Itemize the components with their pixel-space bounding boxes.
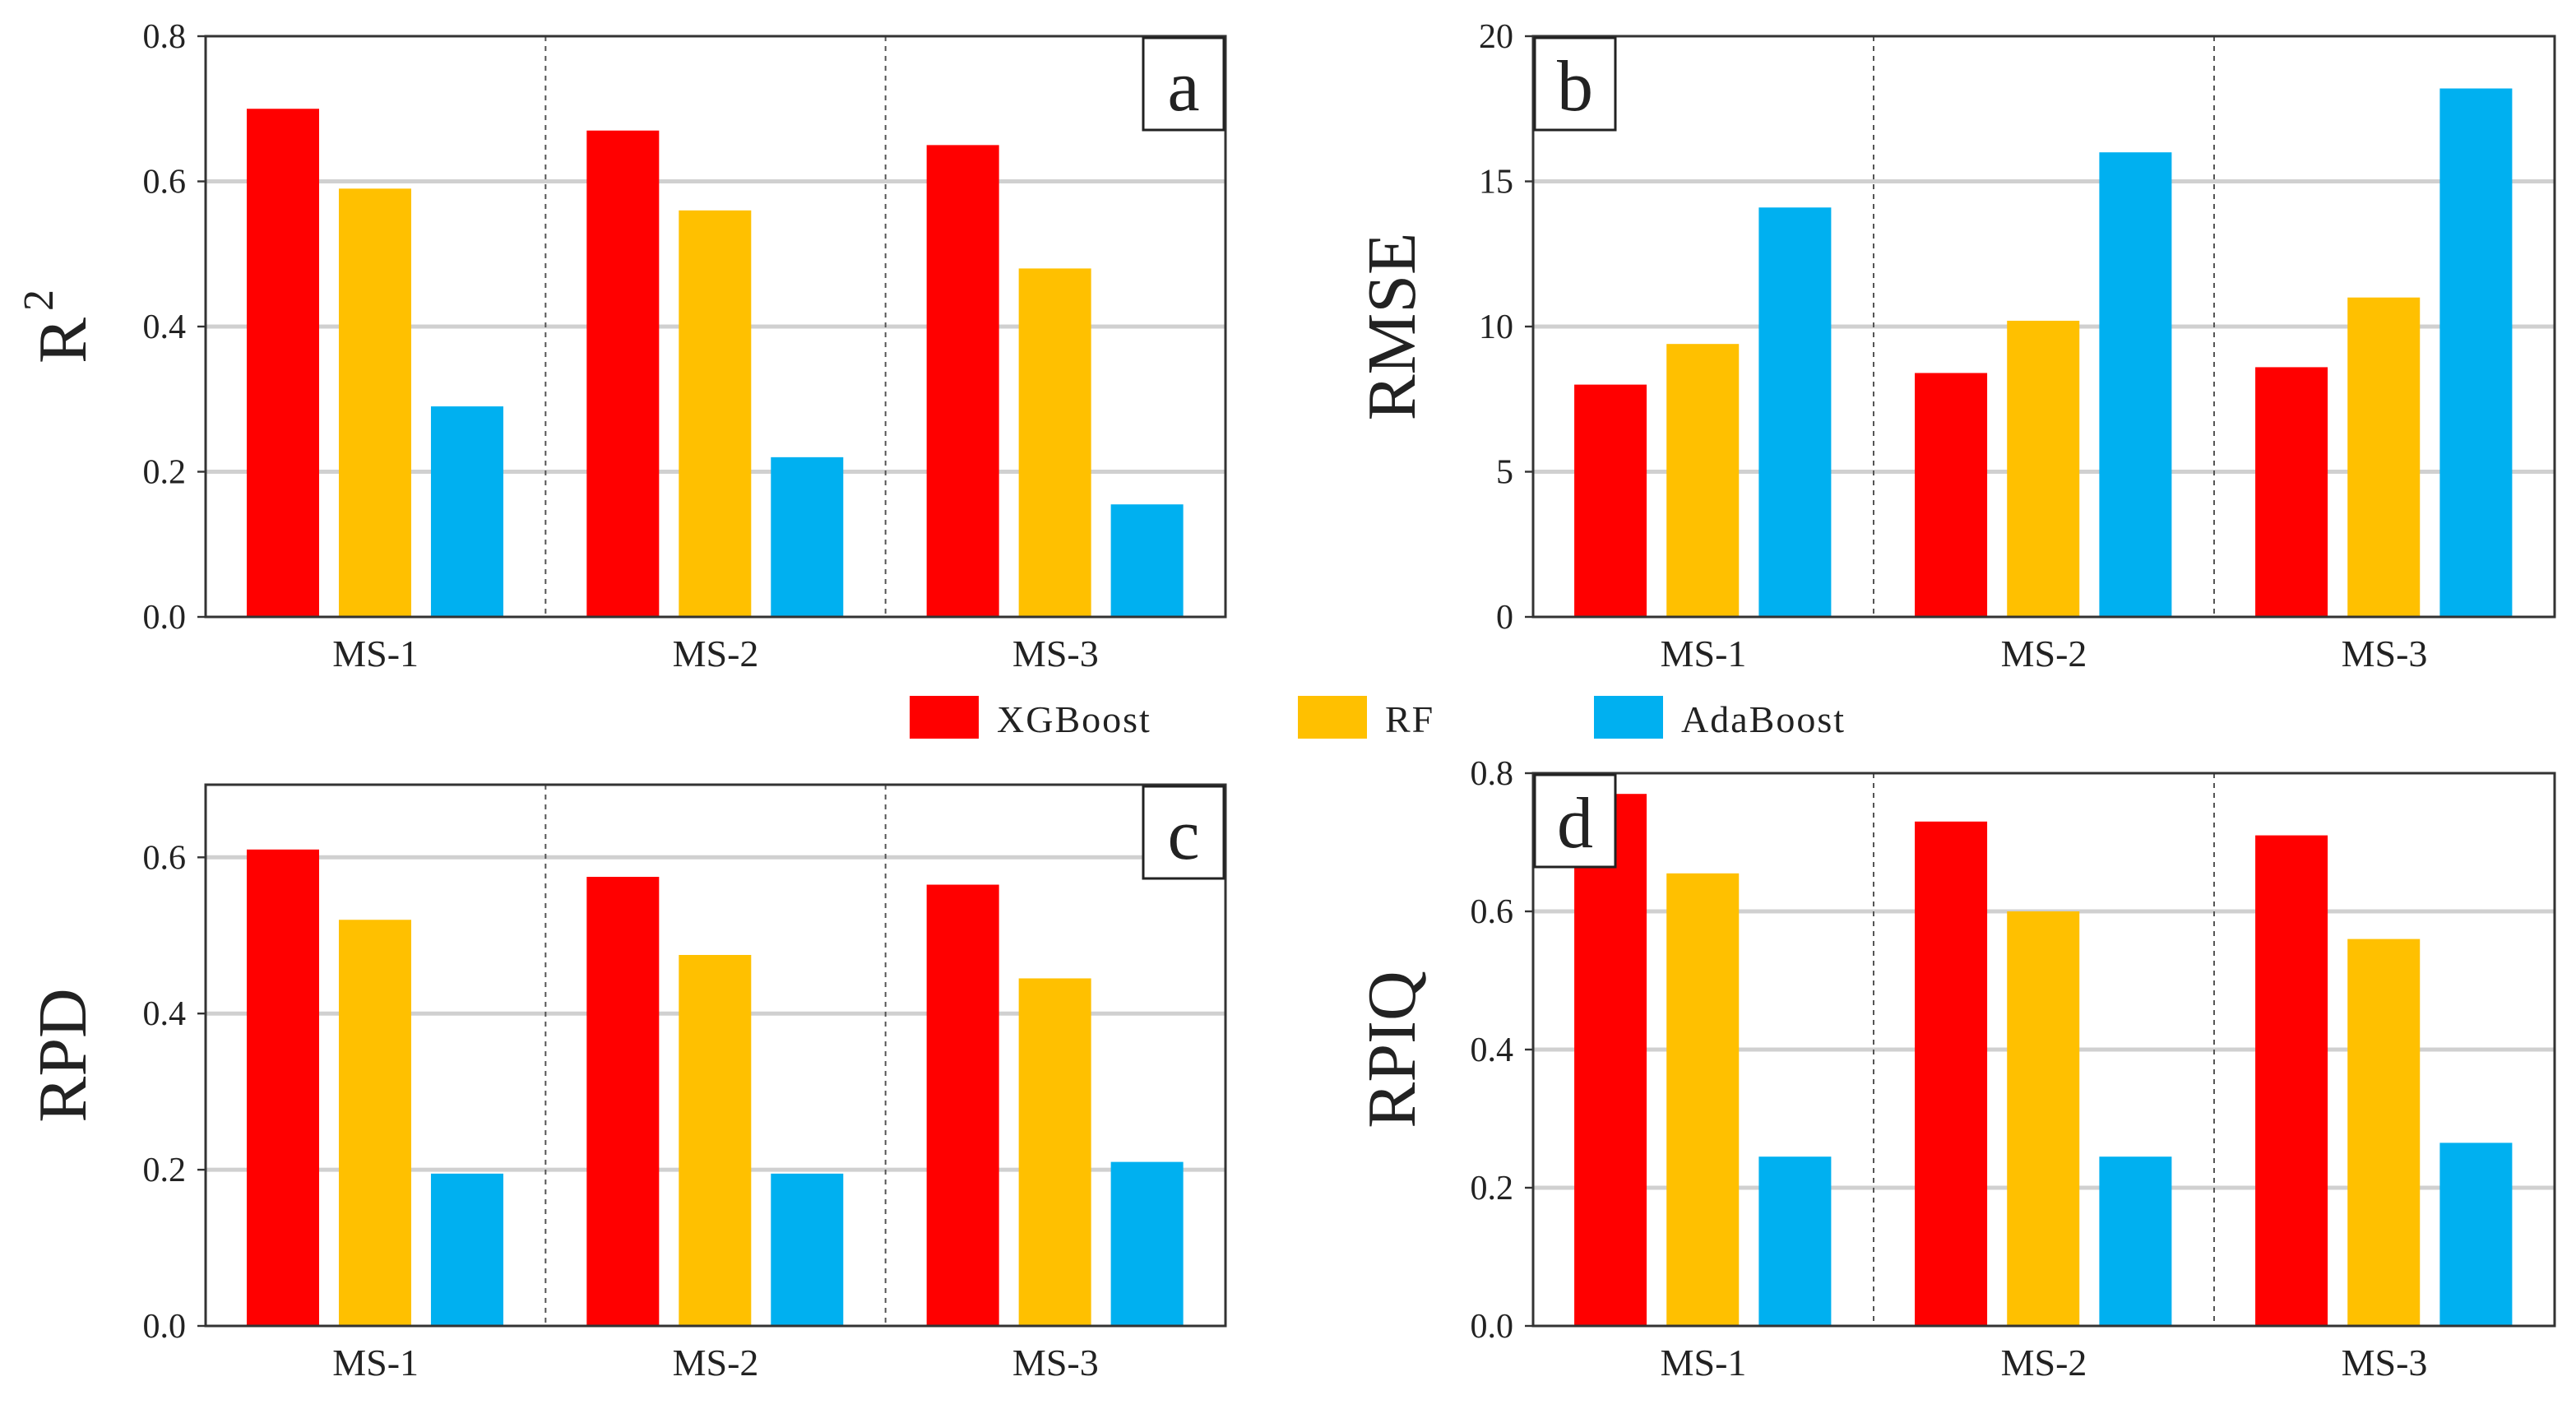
- y-tick-label: 0.0: [143, 599, 187, 637]
- bar-XGBoost-MS-3: [926, 145, 999, 617]
- bar-AdaBoost-MS-1: [1758, 1156, 1832, 1326]
- bar-XGBoost-MS-2: [586, 130, 660, 618]
- y-tick-label: 10: [1479, 308, 1513, 346]
- x-tick-label: MS-1: [332, 1342, 419, 1384]
- y-tick-label: 0.6: [143, 164, 187, 202]
- panel-label-box: [1533, 36, 1617, 132]
- panel-c: 0.0 0.2 0.4 0.6 MS-1 MS-2 MS-3 c RPD: [25, 783, 1227, 1384]
- y-axis-label: RPD: [25, 988, 101, 1122]
- bar-AdaBoost-MS-2: [771, 1173, 844, 1326]
- y-tick-label: 0.4: [143, 995, 187, 1033]
- bar-RF-MS-2: [679, 954, 752, 1326]
- x-tick-label: MS-1: [1661, 633, 1747, 674]
- y-axis-label: RPIQ: [1354, 971, 1430, 1128]
- plot-frame: [1531, 772, 2556, 1328]
- y-tick-label: 0.4: [143, 308, 187, 346]
- panel-label: b: [1557, 47, 1593, 127]
- y-tick-label: 0.6: [143, 839, 187, 877]
- bar-XGBoost-MS-1: [1574, 794, 1647, 1326]
- panel-label-box: [1533, 773, 1617, 869]
- y-tick-label: 0.8: [143, 18, 187, 56]
- bar-RF-MS-1: [338, 188, 411, 617]
- x-tick-label: MS-3: [2342, 633, 2428, 674]
- bar-RF-MS-2: [2007, 320, 2080, 617]
- x-tick-label: MS-2: [2001, 1342, 2087, 1384]
- x-tick-label: MS-2: [2001, 633, 2087, 674]
- legend-label: XGBoost: [997, 698, 1151, 740]
- bar-XGBoost-MS-2: [586, 877, 660, 1326]
- panel-label-box: [1142, 785, 1225, 880]
- y-tick-label: 0.0: [143, 1308, 187, 1346]
- y-tick-label: 0.2: [143, 454, 187, 492]
- x-tick-label: MS-1: [332, 633, 419, 674]
- y-tick-label: 0.2: [143, 1152, 187, 1189]
- bar-RF-MS-1: [1666, 344, 1740, 617]
- x-tick-label: MS-1: [1661, 1342, 1747, 1384]
- plot-frame: [204, 783, 1227, 1328]
- x-tick-label: MS-2: [673, 1342, 759, 1384]
- bar-XGBoost-MS-3: [926, 884, 999, 1326]
- bar-AdaBoost-MS-2: [2099, 1156, 2172, 1326]
- bar-RF-MS-1: [338, 920, 411, 1326]
- x-tick-label: MS-2: [673, 633, 759, 674]
- bar-AdaBoost-MS-3: [2439, 88, 2513, 618]
- legend-swatch-RF: [1298, 696, 1367, 739]
- y-tick-label: 0.6: [1471, 893, 1514, 931]
- panel-d: 0.0 0.2 0.4 0.6 0.8 MS-1 MS-2 MS-3 d RPIQ: [1354, 755, 2556, 1384]
- x-tick-label: MS-3: [1012, 633, 1099, 674]
- plot-frame: [204, 35, 1227, 619]
- legend-swatch-AdaBoost: [1594, 696, 1663, 739]
- bar-AdaBoost-MS-1: [430, 406, 503, 617]
- y-tick-label: 0.8: [1471, 755, 1514, 793]
- panel-b: 0 5 10 15 20 MS-1 MS-2 MS-3 b RMSE: [1354, 18, 2556, 674]
- bar-XGBoost-MS-1: [246, 109, 319, 617]
- y-axis-label: RMSE: [1354, 233, 1430, 421]
- x-tick-label: MS-3: [2342, 1342, 2428, 1384]
- bar-AdaBoost-MS-3: [2439, 1142, 2513, 1326]
- bar-RF-MS-1: [1666, 873, 1740, 1326]
- bar-AdaBoost-MS-2: [771, 457, 844, 617]
- panel-label-box: [1142, 36, 1225, 132]
- bar-XGBoost-MS-3: [2255, 367, 2328, 617]
- y-axis-label-superscript: 2: [16, 290, 63, 311]
- legend-swatch-XGBoost: [910, 696, 979, 739]
- x-tick-label: MS-3: [1012, 1342, 1099, 1384]
- y-tick-label: 0: [1496, 599, 1513, 637]
- y-tick-label: 0.4: [1471, 1031, 1514, 1069]
- bar-RF-MS-3: [1018, 268, 1091, 617]
- bar-AdaBoost-MS-3: [1110, 1161, 1184, 1326]
- bar-RF-MS-2: [2007, 911, 2080, 1326]
- bar-AdaBoost-MS-3: [1110, 504, 1184, 617]
- y-axis-label: R2: [16, 290, 101, 364]
- bar-RF-MS-3: [1018, 978, 1091, 1326]
- plot-frame: [1531, 35, 2556, 619]
- panel-label: c: [1167, 795, 1199, 875]
- y-tick-label: 0.0: [1471, 1308, 1514, 1346]
- bar-AdaBoost-MS-1: [430, 1173, 503, 1326]
- panel-label: a: [1167, 47, 1199, 127]
- bar-XGBoost-MS-1: [1574, 384, 1647, 617]
- y-tick-label: 20: [1479, 18, 1513, 56]
- y-tick-label: 15: [1479, 164, 1513, 202]
- bar-RF-MS-2: [679, 210, 752, 618]
- y-tick-label: 5: [1496, 454, 1513, 492]
- legend-label: AdaBoost: [1681, 698, 1846, 740]
- legend-label: RF: [1385, 698, 1434, 740]
- bar-AdaBoost-MS-1: [1758, 207, 1832, 617]
- bar-XGBoost-MS-2: [1915, 821, 1988, 1326]
- panel-a: 0.0 0.2 0.4 0.6 0.8 MS-1 MS-2 MS-3 a R2: [16, 18, 1227, 674]
- bar-XGBoost-MS-1: [246, 849, 319, 1326]
- bar-RF-MS-3: [2347, 939, 2421, 1326]
- legend: XGBoost RF AdaBoost: [910, 696, 1846, 740]
- bar-AdaBoost-MS-2: [2099, 152, 2172, 617]
- panel-label: d: [1557, 784, 1593, 864]
- bar-RF-MS-3: [2347, 297, 2421, 617]
- bar-XGBoost-MS-2: [1915, 373, 1988, 617]
- y-tick-label: 0.2: [1471, 1170, 1514, 1207]
- bar-XGBoost-MS-3: [2255, 835, 2328, 1326]
